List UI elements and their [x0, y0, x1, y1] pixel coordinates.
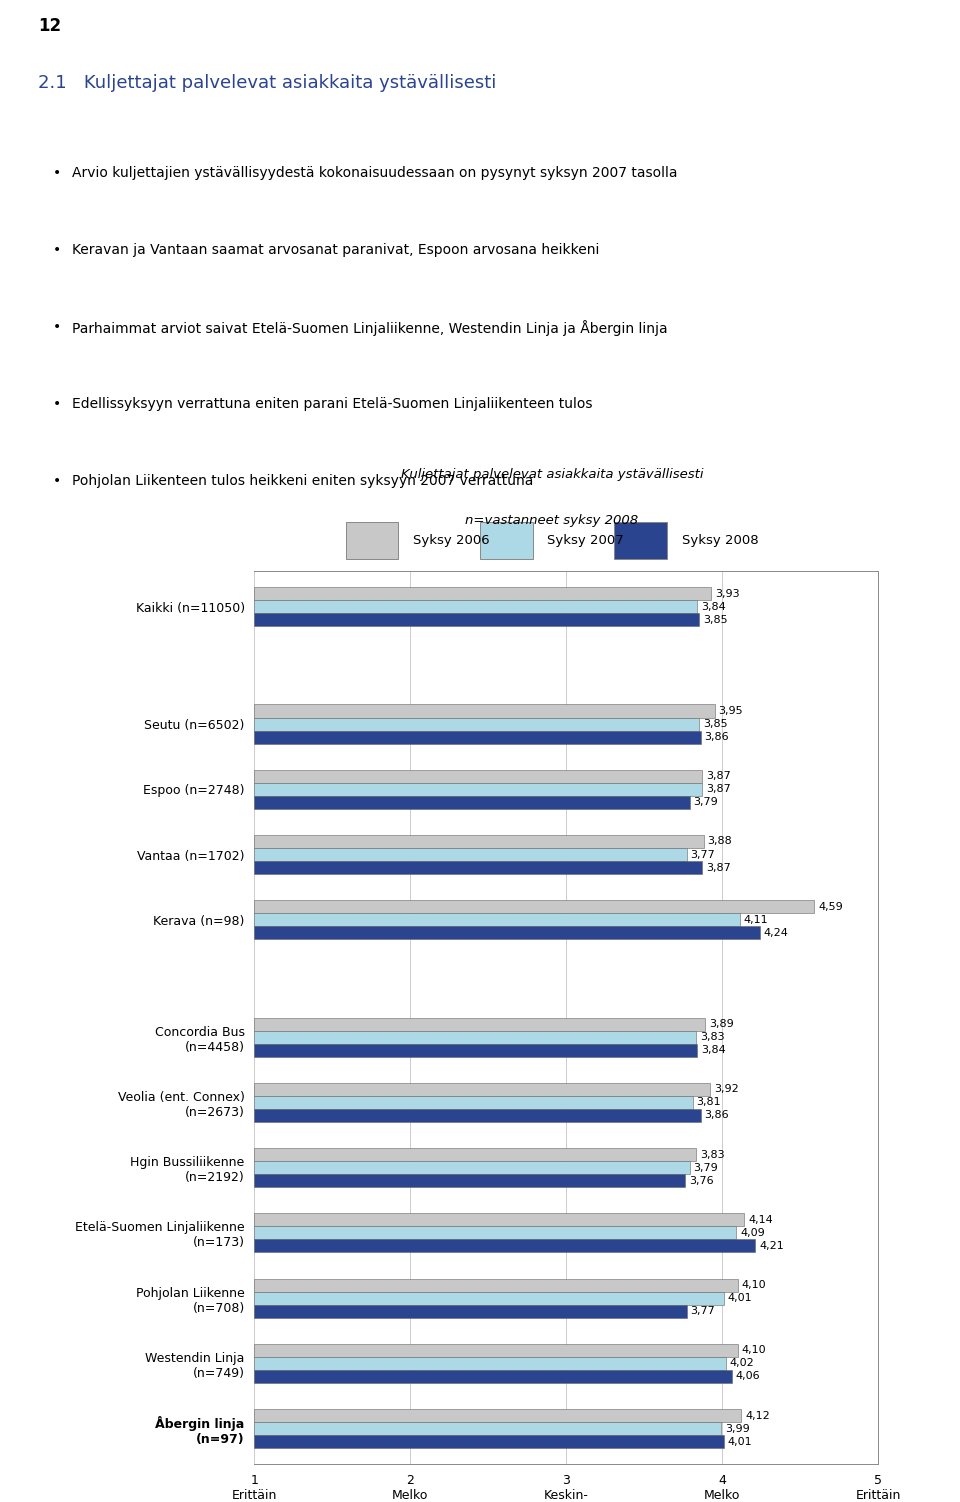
Text: Syksy 2008: Syksy 2008 [682, 535, 758, 547]
Bar [254, 900, 814, 913]
Text: 3,89: 3,89 [709, 1020, 733, 1029]
Bar [254, 1226, 736, 1239]
Text: 4,21: 4,21 [759, 1241, 783, 1251]
Bar [254, 1108, 701, 1122]
Bar [254, 769, 702, 783]
Text: 4,10: 4,10 [742, 1346, 766, 1355]
Text: 4,10: 4,10 [742, 1280, 766, 1290]
Bar [254, 927, 760, 939]
Text: 4,14: 4,14 [748, 1215, 773, 1224]
Bar [254, 1292, 724, 1305]
Bar [254, 1214, 744, 1226]
Text: 3,83: 3,83 [700, 1149, 725, 1160]
Bar [254, 1434, 724, 1448]
Text: 3,85: 3,85 [703, 614, 728, 625]
Text: 3,88: 3,88 [708, 837, 732, 847]
Bar [254, 1018, 706, 1030]
Text: 3,85: 3,85 [703, 719, 728, 728]
Text: 4,01: 4,01 [728, 1293, 753, 1304]
Bar [254, 1096, 693, 1108]
Text: 4,11: 4,11 [743, 915, 768, 925]
Bar [254, 704, 714, 718]
Bar [254, 1161, 689, 1175]
Text: Syksy 2007: Syksy 2007 [547, 535, 624, 547]
Bar [254, 1175, 685, 1187]
Bar [254, 1422, 721, 1434]
Text: 3,92: 3,92 [714, 1084, 738, 1095]
Text: 4,06: 4,06 [735, 1371, 760, 1382]
Text: Syksy 2006: Syksy 2006 [413, 535, 490, 547]
FancyBboxPatch shape [614, 523, 667, 559]
Bar [254, 913, 739, 927]
Bar [254, 861, 702, 874]
Text: Edellissyksyyn verrattuna eniten parani Etelä-Suomen Linjaliikenteen tulos: Edellissyksyyn verrattuna eniten parani … [72, 397, 592, 410]
Bar [254, 1370, 732, 1383]
Text: Parhaimmat arviot saivat Etelä-Suomen Linjaliikenne, Westendin Linja ja Åbergin : Parhaimmat arviot saivat Etelä-Suomen Li… [72, 320, 667, 335]
Text: 3,86: 3,86 [705, 731, 729, 742]
Text: 4,09: 4,09 [740, 1227, 765, 1238]
Bar [254, 1044, 697, 1057]
Text: •: • [53, 473, 61, 488]
Text: 3,87: 3,87 [706, 771, 731, 781]
Bar [254, 1278, 738, 1292]
Text: 3,79: 3,79 [693, 1163, 718, 1173]
Bar [254, 718, 699, 730]
Text: 3,83: 3,83 [700, 1032, 725, 1042]
Text: n=vastanneet syksy 2008: n=vastanneet syksy 2008 [466, 514, 638, 527]
Text: Pohjolan Liikenteen tulos heikkeni eniten syksyyn 2007 verrattuna: Pohjolan Liikenteen tulos heikkeni enite… [72, 473, 534, 488]
Text: 3,87: 3,87 [706, 784, 731, 795]
Text: Kuljettajat palvelevat asiakkaita ystävällisesti: Kuljettajat palvelevat asiakkaita ystävä… [400, 469, 704, 481]
Bar [254, 1148, 696, 1161]
Bar [254, 1356, 726, 1370]
Text: 3,84: 3,84 [702, 602, 726, 611]
Bar [254, 730, 701, 743]
Text: 3,87: 3,87 [706, 862, 731, 873]
Bar [254, 601, 697, 613]
Text: 2.1   Kuljettajat palvelevat asiakkaita ystävällisesti: 2.1 Kuljettajat palvelevat asiakkaita ys… [38, 74, 496, 92]
Text: 3,93: 3,93 [715, 589, 740, 599]
Text: Arvio kuljettajien ystävällisyydestä kokonaisuudessaan on pysynyt syksyn 2007 ta: Arvio kuljettajien ystävällisyydestä kok… [72, 165, 678, 180]
Bar [254, 796, 689, 810]
Text: 4,24: 4,24 [764, 928, 788, 937]
Text: •: • [53, 320, 61, 333]
Bar [254, 1030, 696, 1044]
Bar [254, 835, 704, 849]
Bar [254, 613, 699, 626]
Text: 3,86: 3,86 [705, 1110, 729, 1120]
Text: Keravan ja Vantaan saamat arvosanat paranivat, Espoon arvosana heikkeni: Keravan ja Vantaan saamat arvosanat para… [72, 242, 599, 257]
Bar [254, 849, 686, 861]
Text: 4,59: 4,59 [818, 901, 843, 912]
Text: 3,77: 3,77 [690, 1307, 715, 1316]
Text: 3,76: 3,76 [689, 1176, 713, 1185]
Bar [254, 1344, 738, 1356]
Bar [254, 783, 702, 796]
Bar [254, 1305, 686, 1317]
Text: •: • [53, 165, 61, 180]
Text: 3,95: 3,95 [718, 706, 743, 716]
Bar [254, 587, 711, 601]
Text: •: • [53, 242, 61, 257]
FancyBboxPatch shape [346, 523, 398, 559]
Text: 4,02: 4,02 [730, 1358, 755, 1368]
Text: 12: 12 [38, 17, 61, 35]
Text: 3,81: 3,81 [697, 1098, 721, 1107]
Text: 3,84: 3,84 [702, 1045, 726, 1056]
Text: 3,77: 3,77 [690, 850, 715, 859]
Text: 4,01: 4,01 [728, 1436, 753, 1446]
FancyBboxPatch shape [480, 523, 533, 559]
Text: 3,79: 3,79 [693, 798, 718, 808]
Text: 4,12: 4,12 [745, 1410, 770, 1421]
Text: •: • [53, 397, 61, 410]
Text: 3,99: 3,99 [725, 1424, 750, 1433]
Bar [254, 1239, 756, 1253]
Bar [254, 1083, 710, 1096]
Bar [254, 1409, 741, 1422]
